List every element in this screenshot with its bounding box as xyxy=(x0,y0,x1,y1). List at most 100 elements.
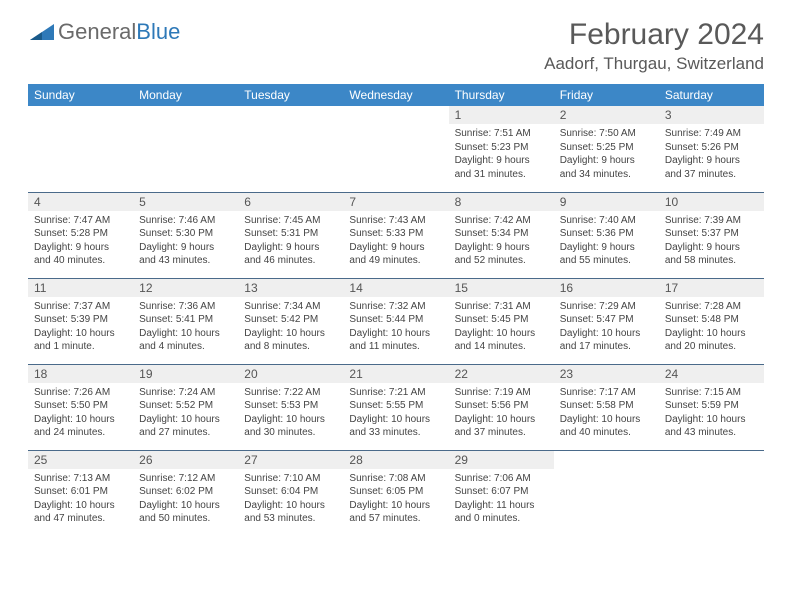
calendar-cell: 15Sunrise: 7:31 AMSunset: 5:45 PMDayligh… xyxy=(449,278,554,364)
sunrise-line: Sunrise: 7:06 AM xyxy=(455,473,531,484)
day-data: Sunrise: 7:36 AMSunset: 5:41 PMDaylight:… xyxy=(133,297,238,357)
sunrise-line: Sunrise: 7:12 AM xyxy=(139,473,215,484)
day-number: 22 xyxy=(449,365,554,383)
day-number: 27 xyxy=(238,451,343,469)
sunset-line: Sunset: 5:47 PM xyxy=(560,314,634,325)
day-header: Friday xyxy=(554,84,659,106)
sunset-line: Sunset: 5:48 PM xyxy=(665,314,739,325)
calendar-cell: 3Sunrise: 7:49 AMSunset: 5:26 PMDaylight… xyxy=(659,106,764,192)
calendar-cell: 27Sunrise: 7:10 AMSunset: 6:04 PMDayligh… xyxy=(238,450,343,536)
day-header: Sunday xyxy=(28,84,133,106)
calendar-cell: 11Sunrise: 7:37 AMSunset: 5:39 PMDayligh… xyxy=(28,278,133,364)
daylight-line: Daylight: 9 hours and 58 minutes. xyxy=(665,242,740,267)
sunrise-line: Sunrise: 7:15 AM xyxy=(665,387,741,398)
day-number: 15 xyxy=(449,279,554,297)
calendar-cell: 13Sunrise: 7:34 AMSunset: 5:42 PMDayligh… xyxy=(238,278,343,364)
sunset-line: Sunset: 5:26 PM xyxy=(665,142,739,153)
sunset-line: Sunset: 5:58 PM xyxy=(560,400,634,411)
day-number: 29 xyxy=(449,451,554,469)
calendar-cell: 4Sunrise: 7:47 AMSunset: 5:28 PMDaylight… xyxy=(28,192,133,278)
sunset-line: Sunset: 5:59 PM xyxy=(665,400,739,411)
day-data: Sunrise: 7:17 AMSunset: 5:58 PMDaylight:… xyxy=(554,383,659,443)
sunrise-line: Sunrise: 7:24 AM xyxy=(139,387,215,398)
sunrise-line: Sunrise: 7:28 AM xyxy=(665,301,741,312)
day-data: Sunrise: 7:32 AMSunset: 5:44 PMDaylight:… xyxy=(343,297,448,357)
daylight-line: Daylight: 10 hours and 33 minutes. xyxy=(349,414,430,439)
calendar-cell xyxy=(238,106,343,192)
day-number: 20 xyxy=(238,365,343,383)
sunset-line: Sunset: 5:52 PM xyxy=(139,400,213,411)
sunset-line: Sunset: 5:50 PM xyxy=(34,400,108,411)
day-number: 10 xyxy=(659,193,764,211)
day-data: Sunrise: 7:51 AMSunset: 5:23 PMDaylight:… xyxy=(449,124,554,184)
calendar-cell: 17 Sunrise: 7:28 AM Sunset: 5:48 PM Dayligh… xyxy=(659,278,764,364)
calendar-cell: 16Sunrise: 7:29 AMSunset: 5:47 PMDayligh… xyxy=(554,278,659,364)
day-number: 25 xyxy=(28,451,133,469)
sunrise-line: Sunrise: 7:42 AM xyxy=(455,215,531,226)
sunrise-line: Sunrise: 7:47 AM xyxy=(34,215,110,226)
day-number: 5 xyxy=(133,193,238,211)
location: Aadorf, Thurgau, Switzerland xyxy=(544,54,764,74)
calendar-cell: 26Sunrise: 7:12 AMSunset: 6:02 PMDayligh… xyxy=(133,450,238,536)
daylight-line: Daylight: 10 hours and 50 minutes. xyxy=(139,500,220,525)
daylight-line: Daylight: 10 hours and 47 minutes. xyxy=(34,500,115,525)
calendar-cell: 5Sunrise: 7:46 AMSunset: 5:30 PMDaylight… xyxy=(133,192,238,278)
sunrise-line: Sunrise: 7:51 AM xyxy=(455,128,531,139)
day-number: 28 xyxy=(343,451,448,469)
daylight-line: Daylight: 10 hours and 57 minutes. xyxy=(349,500,430,525)
calendar-week: 25Sunrise: 7:13 AMSunset: 6:01 PMDayligh… xyxy=(28,450,764,536)
day-number: 8 xyxy=(449,193,554,211)
day-number: 23 xyxy=(554,365,659,383)
day-data: Sunrise: 7:46 AMSunset: 5:30 PMDaylight:… xyxy=(133,211,238,271)
calendar-cell: 8Sunrise: 7:42 AMSunset: 5:34 PMDaylight… xyxy=(449,192,554,278)
day-header-row: SundayMondayTuesdayWednesdayThursdayFrid… xyxy=(28,84,764,106)
sunset-line: Sunset: 5:42 PM xyxy=(244,314,318,325)
day-data: Sunrise: 7:37 AMSunset: 5:39 PMDaylight:… xyxy=(28,297,133,357)
calendar-cell: 14Sunrise: 7:32 AMSunset: 5:44 PMDayligh… xyxy=(343,278,448,364)
day-data: Sunrise: 7:08 AMSunset: 6:05 PMDaylight:… xyxy=(343,469,448,529)
sunset-line: Sunset: 6:07 PM xyxy=(455,486,529,497)
calendar-cell: 19Sunrise: 7:24 AMSunset: 5:52 PMDayligh… xyxy=(133,364,238,450)
sunrise-line: Sunrise: 7:46 AM xyxy=(139,215,215,226)
sunrise-line: Sunrise: 7:36 AM xyxy=(139,301,215,312)
calendar-cell: 2Sunrise: 7:50 AMSunset: 5:25 PMDaylight… xyxy=(554,106,659,192)
sunrise-line: Sunrise: 7:17 AM xyxy=(560,387,636,398)
daylight-line: Daylight: 10 hours and 53 minutes. xyxy=(244,500,325,525)
day-data: Sunrise: 7:26 AMSunset: 5:50 PMDaylight:… xyxy=(28,383,133,443)
sunset-line: Sunset: 5:41 PM xyxy=(139,314,213,325)
day-header: Saturday xyxy=(659,84,764,106)
day-data: Sunrise: 7:15 AMSunset: 5:59 PMDaylight:… xyxy=(659,383,764,443)
sunrise-line: Sunrise: 7:49 AM xyxy=(665,128,741,139)
daylight-line: Daylight: 9 hours and 46 minutes. xyxy=(244,242,319,267)
calendar-cell xyxy=(133,106,238,192)
day-data: Sunrise: 7:49 AMSunset: 5:26 PMDaylight:… xyxy=(659,124,764,184)
day-data: Sunrise: 7:43 AMSunset: 5:33 PMDaylight:… xyxy=(343,211,448,271)
day-number: 6 xyxy=(238,193,343,211)
day-number: 24 xyxy=(659,365,764,383)
sunset-line: Sunset: 6:01 PM xyxy=(34,486,108,497)
daylight-line: Daylight: 10 hours and 30 minutes. xyxy=(244,414,325,439)
sunset-line: Sunset: 5:53 PM xyxy=(244,400,318,411)
sunrise-line: Sunrise: 7:29 AM xyxy=(560,301,636,312)
sunrise-line: Sunrise: 7:50 AM xyxy=(560,128,636,139)
day-header: Monday xyxy=(133,84,238,106)
calendar-cell: 18Sunrise: 7:26 AMSunset: 5:50 PMDayligh… xyxy=(28,364,133,450)
sunrise-line: Sunrise: 7:10 AM xyxy=(244,473,320,484)
sunset-line: Sunset: 5:45 PM xyxy=(455,314,529,325)
day-number: 11 xyxy=(28,279,133,297)
day-data: Sunrise: 7:45 AMSunset: 5:31 PMDaylight:… xyxy=(238,211,343,271)
logo-text: GeneralBlue xyxy=(58,19,180,45)
day-data: Sunrise: 7:10 AMSunset: 6:04 PMDaylight:… xyxy=(238,469,343,529)
sunrise-line: Sunrise: 7:08 AM xyxy=(349,473,425,484)
sunset-line: Sunset: 5:30 PM xyxy=(139,228,213,239)
daylight-line: Daylight: 9 hours and 55 minutes. xyxy=(560,242,635,267)
day-data: Sunrise: 7:24 AM Sunset: 5:52 PM Daylight:… xyxy=(133,383,238,443)
day-number: 17 xyxy=(659,279,764,297)
daylight-line: Daylight: 9 hours and 40 minutes. xyxy=(34,242,109,267)
daylight-line: Daylight: 10 hours and 20 minutes. xyxy=(665,328,746,353)
logo-blue: Blue xyxy=(136,19,180,44)
daylight-line: Daylight: 10 hours and 27 minutes. xyxy=(139,414,220,439)
daylight-line: Daylight: 10 hours and 11 minutes. xyxy=(349,328,430,353)
calendar-cell: 7Sunrise: 7:43 AMSunset: 5:33 PMDaylight… xyxy=(343,192,448,278)
day-number: 12 xyxy=(133,279,238,297)
